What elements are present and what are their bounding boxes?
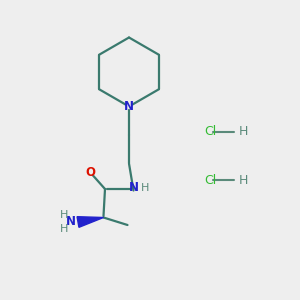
Text: O: O <box>85 166 95 179</box>
Text: N: N <box>124 100 134 113</box>
Text: Cl: Cl <box>204 125 216 139</box>
Text: H: H <box>60 209 68 220</box>
Text: H: H <box>60 224 68 235</box>
Text: H: H <box>238 125 248 139</box>
Text: N: N <box>128 181 139 194</box>
Text: H: H <box>238 173 248 187</box>
Polygon shape <box>77 217 104 227</box>
Text: H: H <box>141 183 149 193</box>
Text: N: N <box>66 215 76 228</box>
Text: Cl: Cl <box>204 173 216 187</box>
